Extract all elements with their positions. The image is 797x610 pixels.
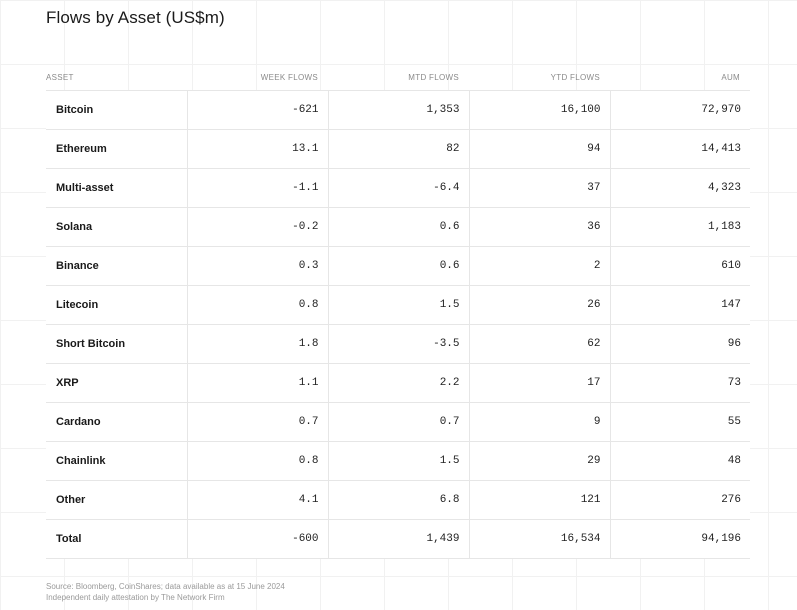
cell-ytd-flows: 37: [468, 168, 610, 208]
cell-ytd-flows: 16,534: [468, 519, 610, 559]
cell-week-flows: 4.1: [186, 480, 328, 520]
cell-week-flows: 13.1: [186, 129, 328, 169]
cell-asset: Bitcoin: [46, 90, 187, 130]
column-header-week-flows: WEEK FLOWS: [260, 72, 318, 82]
cell-aum: 48: [609, 441, 750, 481]
table-row: Binance 0.3 0.6 2 610: [46, 246, 750, 286]
cell-asset: Other: [46, 480, 187, 520]
cell-week-flows: -600: [186, 519, 328, 559]
table-row: Litecoin 0.8 1.5 26 147: [46, 285, 750, 325]
cell-mtd-flows: 0.7: [327, 402, 469, 442]
table-row: Bitcoin -621 1,353 16,100 72,970: [46, 90, 750, 130]
table-row: Cardano 0.7 0.7 9 55: [46, 402, 750, 442]
cell-mtd-flows: 0.6: [327, 207, 469, 247]
cell-asset: Chainlink: [46, 441, 187, 481]
cell-mtd-flows: -6.4: [327, 168, 469, 208]
cell-week-flows: -1.1: [186, 168, 328, 208]
cell-week-flows: 0.7: [186, 402, 328, 442]
cell-mtd-flows: 82: [327, 129, 469, 169]
attestation-line: Independent daily attestation by The Net…: [46, 593, 225, 602]
cell-week-flows: 0.8: [186, 441, 328, 481]
cell-week-flows: 0.8: [186, 285, 328, 325]
cell-aum: 73: [609, 363, 750, 403]
cell-mtd-flows: 6.8: [327, 480, 469, 520]
cell-aum: 276: [609, 480, 750, 520]
cell-mtd-flows: 1.5: [327, 285, 469, 325]
cell-ytd-flows: 26: [468, 285, 610, 325]
table-row: Total -600 1,439 16,534 94,196: [46, 519, 750, 559]
cell-ytd-flows: 36: [468, 207, 610, 247]
cell-aum: 147: [609, 285, 750, 325]
column-header-ytd-flows: YTD FLOWS: [550, 72, 600, 82]
table-container: ASSET WEEK FLOWS MTD FLOWS YTD FLOWS AUM…: [46, 64, 750, 559]
cell-aum: 14,413: [609, 129, 750, 169]
cell-ytd-flows: 62: [468, 324, 610, 364]
cell-ytd-flows: 16,100: [468, 90, 610, 130]
cell-asset: Cardano: [46, 402, 187, 442]
column-header-aum: AUM: [721, 72, 740, 82]
cell-ytd-flows: 2: [468, 246, 610, 286]
cell-asset: Total: [46, 519, 187, 559]
cell-aum: 72,970: [609, 90, 750, 130]
cell-asset: Multi-asset: [46, 168, 187, 208]
source-line: Source: Bloomberg, CoinShares; data avai…: [46, 582, 285, 591]
table-body: Bitcoin -621 1,353 16,100 72,970 Ethereum 13.1…: [46, 90, 750, 559]
cell-asset: Ethereum: [46, 129, 187, 169]
cell-mtd-flows: 2.2: [327, 363, 469, 403]
cell-ytd-flows: 29: [468, 441, 610, 481]
cell-aum: 1,183: [609, 207, 750, 247]
cell-ytd-flows: 17: [468, 363, 610, 403]
cell-week-flows: -0.2: [186, 207, 328, 247]
column-header-asset: ASSET: [46, 72, 74, 82]
cell-ytd-flows: 94: [468, 129, 610, 169]
source-note: Source: Bloomberg, CoinShares; data avai…: [46, 581, 285, 603]
table-row: XRP 1.1 2.2 17 73: [46, 363, 750, 403]
cell-aum: 4,323: [609, 168, 750, 208]
table-header: ASSET WEEK FLOWS MTD FLOWS YTD FLOWS AUM: [46, 64, 750, 91]
table-row: Multi-asset -1.1 -6.4 37 4,323: [46, 168, 750, 208]
cell-asset: XRP: [46, 363, 187, 403]
header-row: ASSET WEEK FLOWS MTD FLOWS YTD FLOWS AUM: [46, 64, 750, 91]
column-header-mtd-flows: MTD FLOWS: [408, 72, 459, 82]
cell-week-flows: -621: [186, 90, 328, 130]
table-row: Solana -0.2 0.6 36 1,183: [46, 207, 750, 247]
table-row: Ethereum 13.1 82 94 14,413: [46, 129, 750, 169]
cell-aum: 610: [609, 246, 750, 286]
cell-aum: 55: [609, 402, 750, 442]
cell-aum: 96: [609, 324, 750, 364]
cell-mtd-flows: 0.6: [327, 246, 469, 286]
cell-week-flows: 1.8: [186, 324, 328, 364]
chart-title: Flows by Asset (US$m): [46, 8, 225, 27]
cell-mtd-flows: 1.5: [327, 441, 469, 481]
table-row: Chainlink 0.8 1.5 29 48: [46, 441, 750, 481]
flows-table: ASSET WEEK FLOWS MTD FLOWS YTD FLOWS AUM…: [46, 64, 750, 559]
table-row: Short Bitcoin 1.8 -3.5 62 96: [46, 324, 750, 364]
cell-asset: Solana: [46, 207, 187, 247]
cell-ytd-flows: 121: [468, 480, 610, 520]
cell-week-flows: 1.1: [186, 363, 328, 403]
cell-ytd-flows: 9: [468, 402, 610, 442]
cell-asset: Short Bitcoin: [46, 324, 187, 364]
table-row: Other 4.1 6.8 121 276: [46, 480, 750, 520]
cell-asset: Litecoin: [46, 285, 187, 325]
cell-mtd-flows: 1,439: [327, 519, 469, 559]
cell-mtd-flows: -3.5: [327, 324, 469, 364]
cell-mtd-flows: 1,353: [327, 90, 469, 130]
cell-aum: 94,196: [609, 519, 750, 559]
cell-week-flows: 0.3: [186, 246, 328, 286]
cell-asset: Binance: [46, 246, 187, 286]
